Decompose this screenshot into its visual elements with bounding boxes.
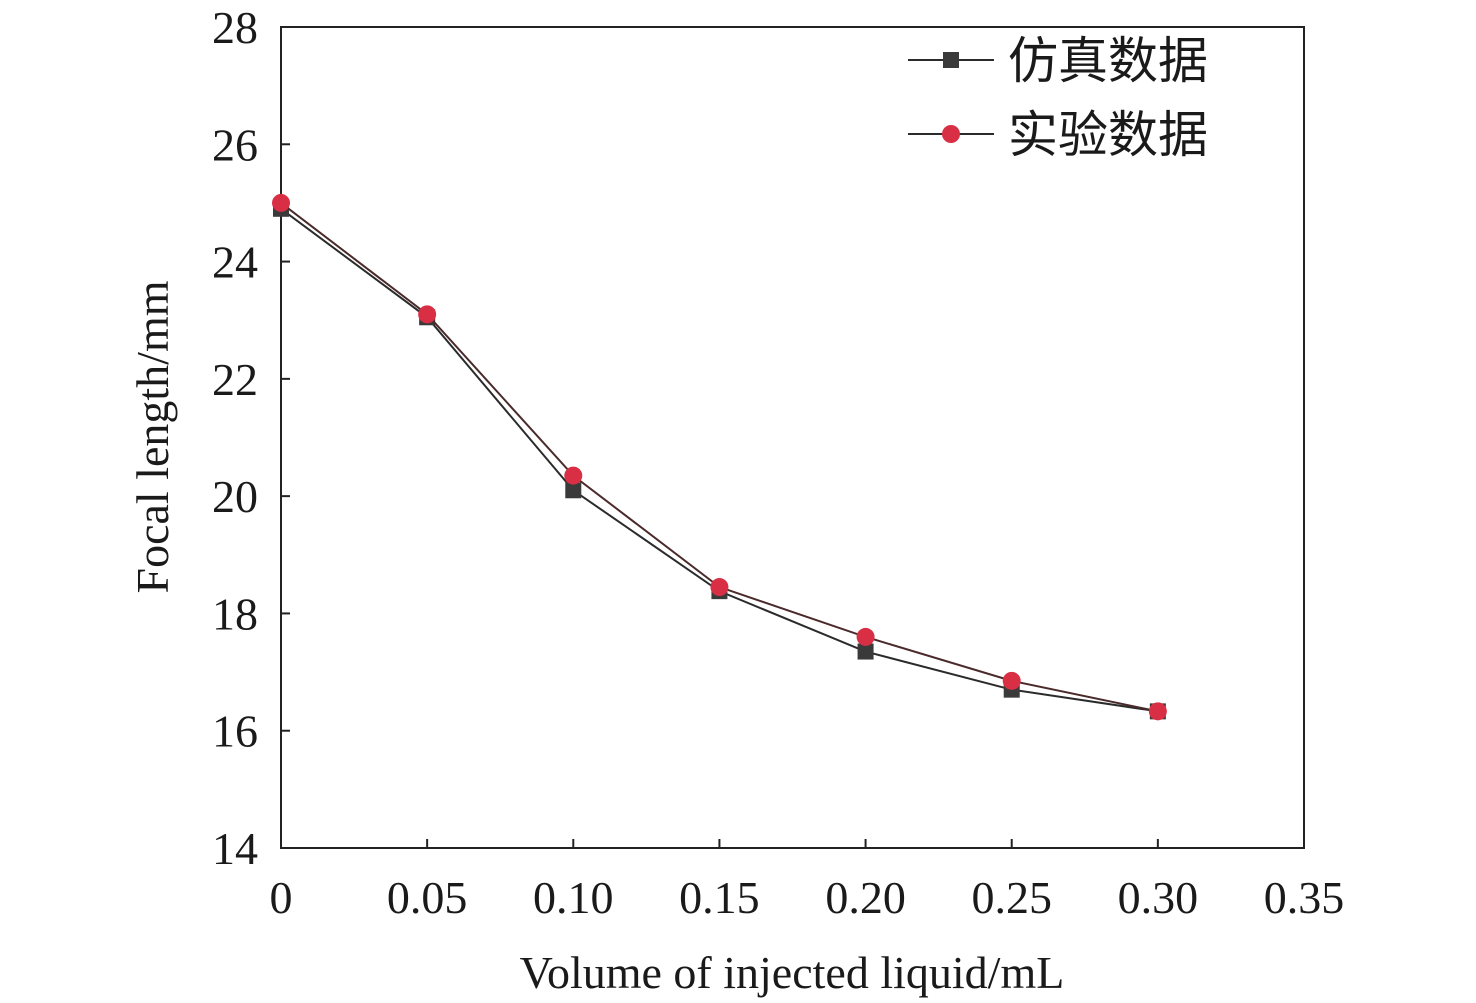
legend-marker-circle — [942, 125, 960, 143]
x-tick-label: 0.25 — [971, 872, 1052, 923]
data-point-square — [565, 482, 582, 499]
x-tick-label: 0.05 — [387, 872, 468, 923]
data-point-circle — [418, 305, 437, 324]
plot-frame — [280, 26, 1305, 849]
series-layer — [272, 193, 1167, 721]
series-line — [280, 202, 1159, 713]
series-1 — [273, 200, 1166, 720]
y-tick-label: 18 — [212, 588, 258, 639]
x-tick-label: 0.30 — [1118, 872, 1199, 923]
y-tick-label: 20 — [212, 471, 258, 522]
x-tick-label: 0.20 — [825, 872, 906, 923]
y-axis-title: Focal length/mm — [127, 280, 178, 593]
y-tick-label: 24 — [212, 237, 258, 288]
legend-marker-square — [943, 52, 959, 68]
x-axis-title: Volume of injected liquid/mL — [520, 947, 1065, 998]
x-tick-label: 0.15 — [679, 872, 760, 923]
data-point-square — [857, 643, 874, 660]
legend-label: 实验数据 — [1008, 106, 1208, 164]
x-tick-label: 0.10 — [533, 872, 614, 923]
y-axis: 14 16 18 20 22 24 26 28 — [212, 2, 290, 874]
data-point-circle — [272, 193, 290, 212]
data-point-circle — [856, 627, 875, 646]
plot-area — [280, 26, 1305, 849]
series-line — [280, 207, 1159, 713]
legend-item: 仿真数据 — [908, 32, 1208, 90]
legend-item: 实验数据 — [908, 106, 1208, 164]
legend-label: 仿真数据 — [1008, 32, 1208, 90]
data-point-circle — [564, 466, 583, 485]
y-tick-label: 28 — [212, 2, 258, 53]
y-tick-label: 14 — [212, 823, 258, 874]
x-tick-label: 0.35 — [1264, 872, 1345, 923]
y-tick-label: 22 — [212, 354, 258, 405]
data-point-circle — [1002, 671, 1021, 690]
data-point-circle — [710, 578, 729, 597]
y-tick-label: 16 — [212, 706, 258, 757]
x-tick-label: 0 — [270, 872, 293, 923]
x-axis: 0 0.05 0.10 0.15 0.20 0.25 0.30 0.35 — [270, 839, 1345, 923]
series-2 — [272, 193, 1167, 721]
y-tick-label: 26 — [212, 119, 258, 170]
data-point-circle — [1148, 702, 1167, 721]
